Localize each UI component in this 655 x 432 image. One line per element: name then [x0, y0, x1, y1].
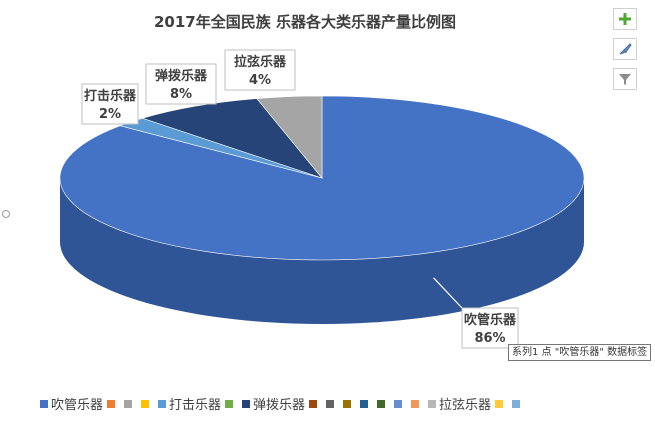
- chart-filter-button[interactable]: [613, 68, 637, 90]
- slice-side[interactable]: [60, 178, 584, 324]
- legend-swatch[interactable]: [309, 400, 317, 408]
- data-label-box[interactable]: [145, 63, 217, 105]
- legend-swatch[interactable]: [377, 400, 385, 408]
- pie-slice[interactable]: [141, 98, 323, 179]
- legend: 吹管乐器 打击乐器 弹拨乐器 拉弦乐器: [40, 397, 520, 413]
- pie-slice[interactable]: [256, 95, 323, 179]
- legend-swatch[interactable]: [343, 400, 351, 408]
- legend-label[interactable]: 打击乐器: [169, 398, 221, 413]
- legend-swatch[interactable]: [360, 400, 368, 408]
- legend-swatch[interactable]: [141, 400, 149, 408]
- legend-swatch[interactable]: [394, 400, 402, 408]
- leader-line: [433, 277, 463, 309]
- legend-label[interactable]: 吹管乐器: [51, 398, 103, 413]
- legend-label[interactable]: 拉弦乐器: [439, 397, 491, 413]
- pie-tops: [59, 95, 585, 261]
- filter-icon: [619, 74, 631, 85]
- resize-handle-left[interactable]: [2, 210, 10, 218]
- data-label-value: 8%: [170, 87, 192, 102]
- data-label-box[interactable]: [461, 307, 519, 349]
- pie-sides: [60, 178, 584, 324]
- legend-swatch[interactable]: [495, 400, 503, 408]
- brush-icon: [619, 43, 632, 55]
- data-label-box[interactable]: [81, 83, 139, 125]
- legend-swatch[interactable]: [158, 400, 166, 408]
- legend-swatch[interactable]: [107, 400, 115, 408]
- legend-swatch[interactable]: [411, 400, 419, 408]
- legend-swatch[interactable]: [124, 400, 132, 408]
- legend-swatch[interactable]: [242, 400, 250, 408]
- data-label-value: 2%: [99, 107, 121, 122]
- legend-swatch[interactable]: [40, 400, 48, 408]
- data-label-box[interactable]: [224, 49, 296, 91]
- data-label-category: 吹管乐器: [464, 312, 517, 328]
- data-label-value: 86%: [474, 331, 505, 346]
- chart-title: 2017年全国民族 乐器各大类乐器产量比例图: [154, 13, 456, 31]
- data-label-value: 4%: [249, 73, 271, 88]
- plus-icon: [619, 13, 631, 25]
- add-element-button[interactable]: [613, 8, 637, 30]
- legend-swatch[interactable]: [428, 400, 436, 408]
- legend-swatch[interactable]: [326, 400, 334, 408]
- data-label-tooltip: 系列1 点 "吹管乐器" 数据标签: [508, 344, 652, 361]
- legend-swatch[interactable]: [512, 400, 520, 408]
- data-labels: 吹管乐器 86% 打击乐器 2% 弹拨乐器 8% 拉弦乐器 4%: [81, 49, 519, 349]
- legend-swatch[interactable]: [225, 400, 233, 408]
- data-label-category: 弹拨乐器: [155, 68, 208, 84]
- chart-style-button[interactable]: [613, 38, 637, 60]
- data-label-category: 打击乐器: [84, 88, 137, 104]
- data-label-category: 拉弦乐器: [234, 54, 287, 70]
- legend-label[interactable]: 弹拨乐器: [253, 398, 305, 413]
